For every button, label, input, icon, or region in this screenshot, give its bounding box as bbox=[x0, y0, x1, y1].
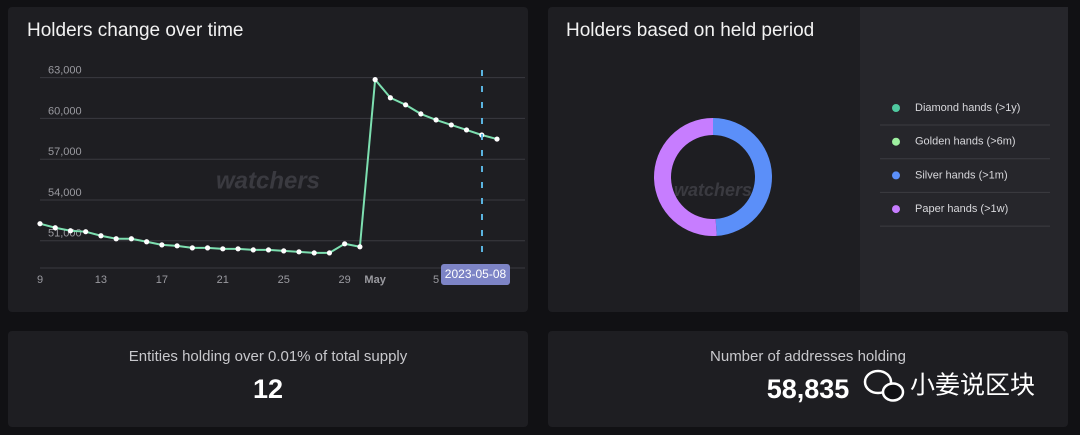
wechat-icon bbox=[863, 369, 905, 402]
point bbox=[433, 117, 439, 123]
point bbox=[67, 228, 74, 234]
legend-label: Silver hands (>1m) bbox=[915, 169, 1008, 181]
legend-label: Paper hands (>1w) bbox=[915, 203, 1008, 215]
watermark: watchers bbox=[216, 167, 320, 194]
point bbox=[403, 102, 409, 108]
x-tick-label: 25 bbox=[278, 274, 290, 286]
tooltip-label: 2023-05-08 bbox=[445, 267, 507, 281]
point bbox=[463, 127, 470, 133]
point bbox=[342, 241, 348, 247]
point bbox=[174, 243, 180, 249]
card-label: Entities holding over 0.01% of total sup… bbox=[129, 348, 408, 365]
point bbox=[311, 250, 317, 256]
card-label: Number of addresses holding bbox=[710, 348, 906, 365]
card-value: 58,835 bbox=[767, 374, 850, 404]
point bbox=[220, 246, 226, 252]
point bbox=[326, 250, 333, 256]
legend-label: Golden hands (>6m) bbox=[915, 136, 1016, 148]
legend-label: Diamond hands (>1y) bbox=[915, 102, 1020, 114]
x-tick-label: 13 bbox=[95, 274, 107, 286]
point bbox=[83, 229, 89, 235]
point bbox=[204, 245, 211, 251]
point bbox=[98, 233, 104, 239]
x-tick-label: 9 bbox=[37, 274, 43, 286]
point bbox=[387, 95, 393, 101]
point bbox=[159, 242, 165, 248]
point bbox=[296, 249, 302, 255]
point bbox=[372, 77, 378, 83]
watermark: watchers bbox=[674, 180, 752, 200]
point bbox=[144, 239, 150, 245]
legend-swatch bbox=[892, 137, 900, 146]
legend-swatch bbox=[892, 104, 900, 112]
point bbox=[448, 122, 454, 128]
tooltip bbox=[441, 264, 510, 285]
x-tick-label: 5 bbox=[433, 274, 439, 286]
chart-title: Holders based on held period bbox=[566, 20, 814, 41]
point bbox=[357, 244, 363, 250]
point bbox=[250, 247, 256, 253]
point bbox=[189, 245, 195, 251]
point bbox=[113, 236, 119, 242]
donut-segment bbox=[653, 118, 717, 236]
chart-title: Holders change over time bbox=[27, 20, 244, 41]
point bbox=[418, 111, 424, 117]
card bbox=[8, 331, 528, 427]
wechat-watermark: 小姜说区块 bbox=[910, 372, 1035, 400]
point bbox=[265, 247, 272, 253]
y-tick-label: 60,000 bbox=[48, 105, 82, 117]
y-tick-label: 54,000 bbox=[48, 187, 82, 199]
card-value: 12 bbox=[253, 374, 283, 404]
point bbox=[494, 136, 500, 142]
x-tick-label: 21 bbox=[217, 274, 229, 286]
y-tick-label: 57,000 bbox=[48, 146, 82, 158]
x-tick-label: 17 bbox=[156, 274, 168, 286]
point bbox=[235, 246, 241, 252]
x-tick-label: May bbox=[364, 274, 386, 286]
legend-panel bbox=[860, 7, 1068, 312]
legend-swatch bbox=[892, 171, 900, 180]
donut-segment bbox=[713, 118, 772, 236]
legend-swatch bbox=[892, 205, 900, 214]
point bbox=[37, 221, 43, 227]
y-tick-label: 63,000 bbox=[48, 65, 82, 77]
x-tick-label: 29 bbox=[339, 274, 351, 286]
point bbox=[281, 248, 287, 254]
card bbox=[548, 331, 1068, 427]
point bbox=[52, 225, 58, 231]
point bbox=[128, 236, 134, 242]
